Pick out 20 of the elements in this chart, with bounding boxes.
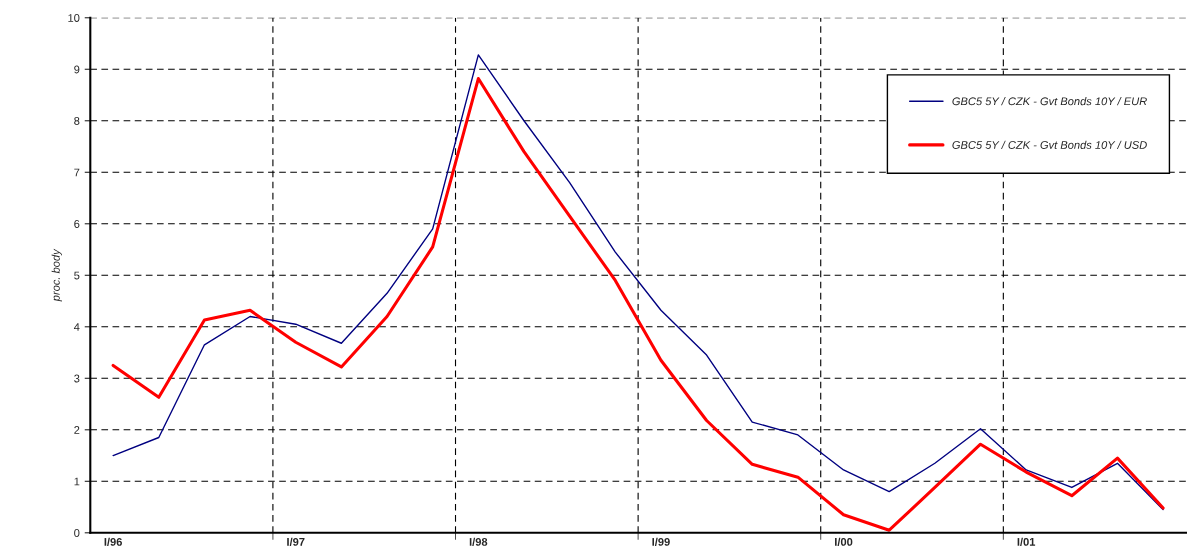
y-axis-title: proc. body [51, 248, 62, 302]
y-tick-label: 0 [74, 529, 80, 537]
y-tick-label: 8 [74, 117, 80, 125]
y-tick-label: 10 [68, 14, 80, 22]
x-tick-label: I/01 [1017, 537, 1036, 546]
y-tick-label: 1 [74, 477, 80, 486]
y-tick-label: 3 [74, 374, 80, 383]
y-tick-label: 6 [74, 220, 80, 228]
x-tick-label: I/00 [835, 537, 853, 546]
y-tick-label: 2 [74, 426, 80, 434]
x-tick-label: I/98 [469, 537, 488, 546]
x-tick-label: I/99 [652, 537, 670, 546]
legend-label: GBC5 5Y / CZK - Gvt Bonds 10Y / USD [952, 140, 1147, 149]
y-tick-label: 4 [73, 323, 80, 331]
x-tick-label: I/96 [104, 537, 122, 546]
y-tick-label: 5 [74, 271, 80, 280]
x-tick-label: I/97 [287, 537, 305, 546]
y-tick-label: 9 [74, 65, 80, 74]
y-tick-label: 7 [74, 168, 80, 177]
legend-label: GBC5 5Y / CZK - Gvt Bonds 10Y / EUR [952, 97, 1147, 106]
